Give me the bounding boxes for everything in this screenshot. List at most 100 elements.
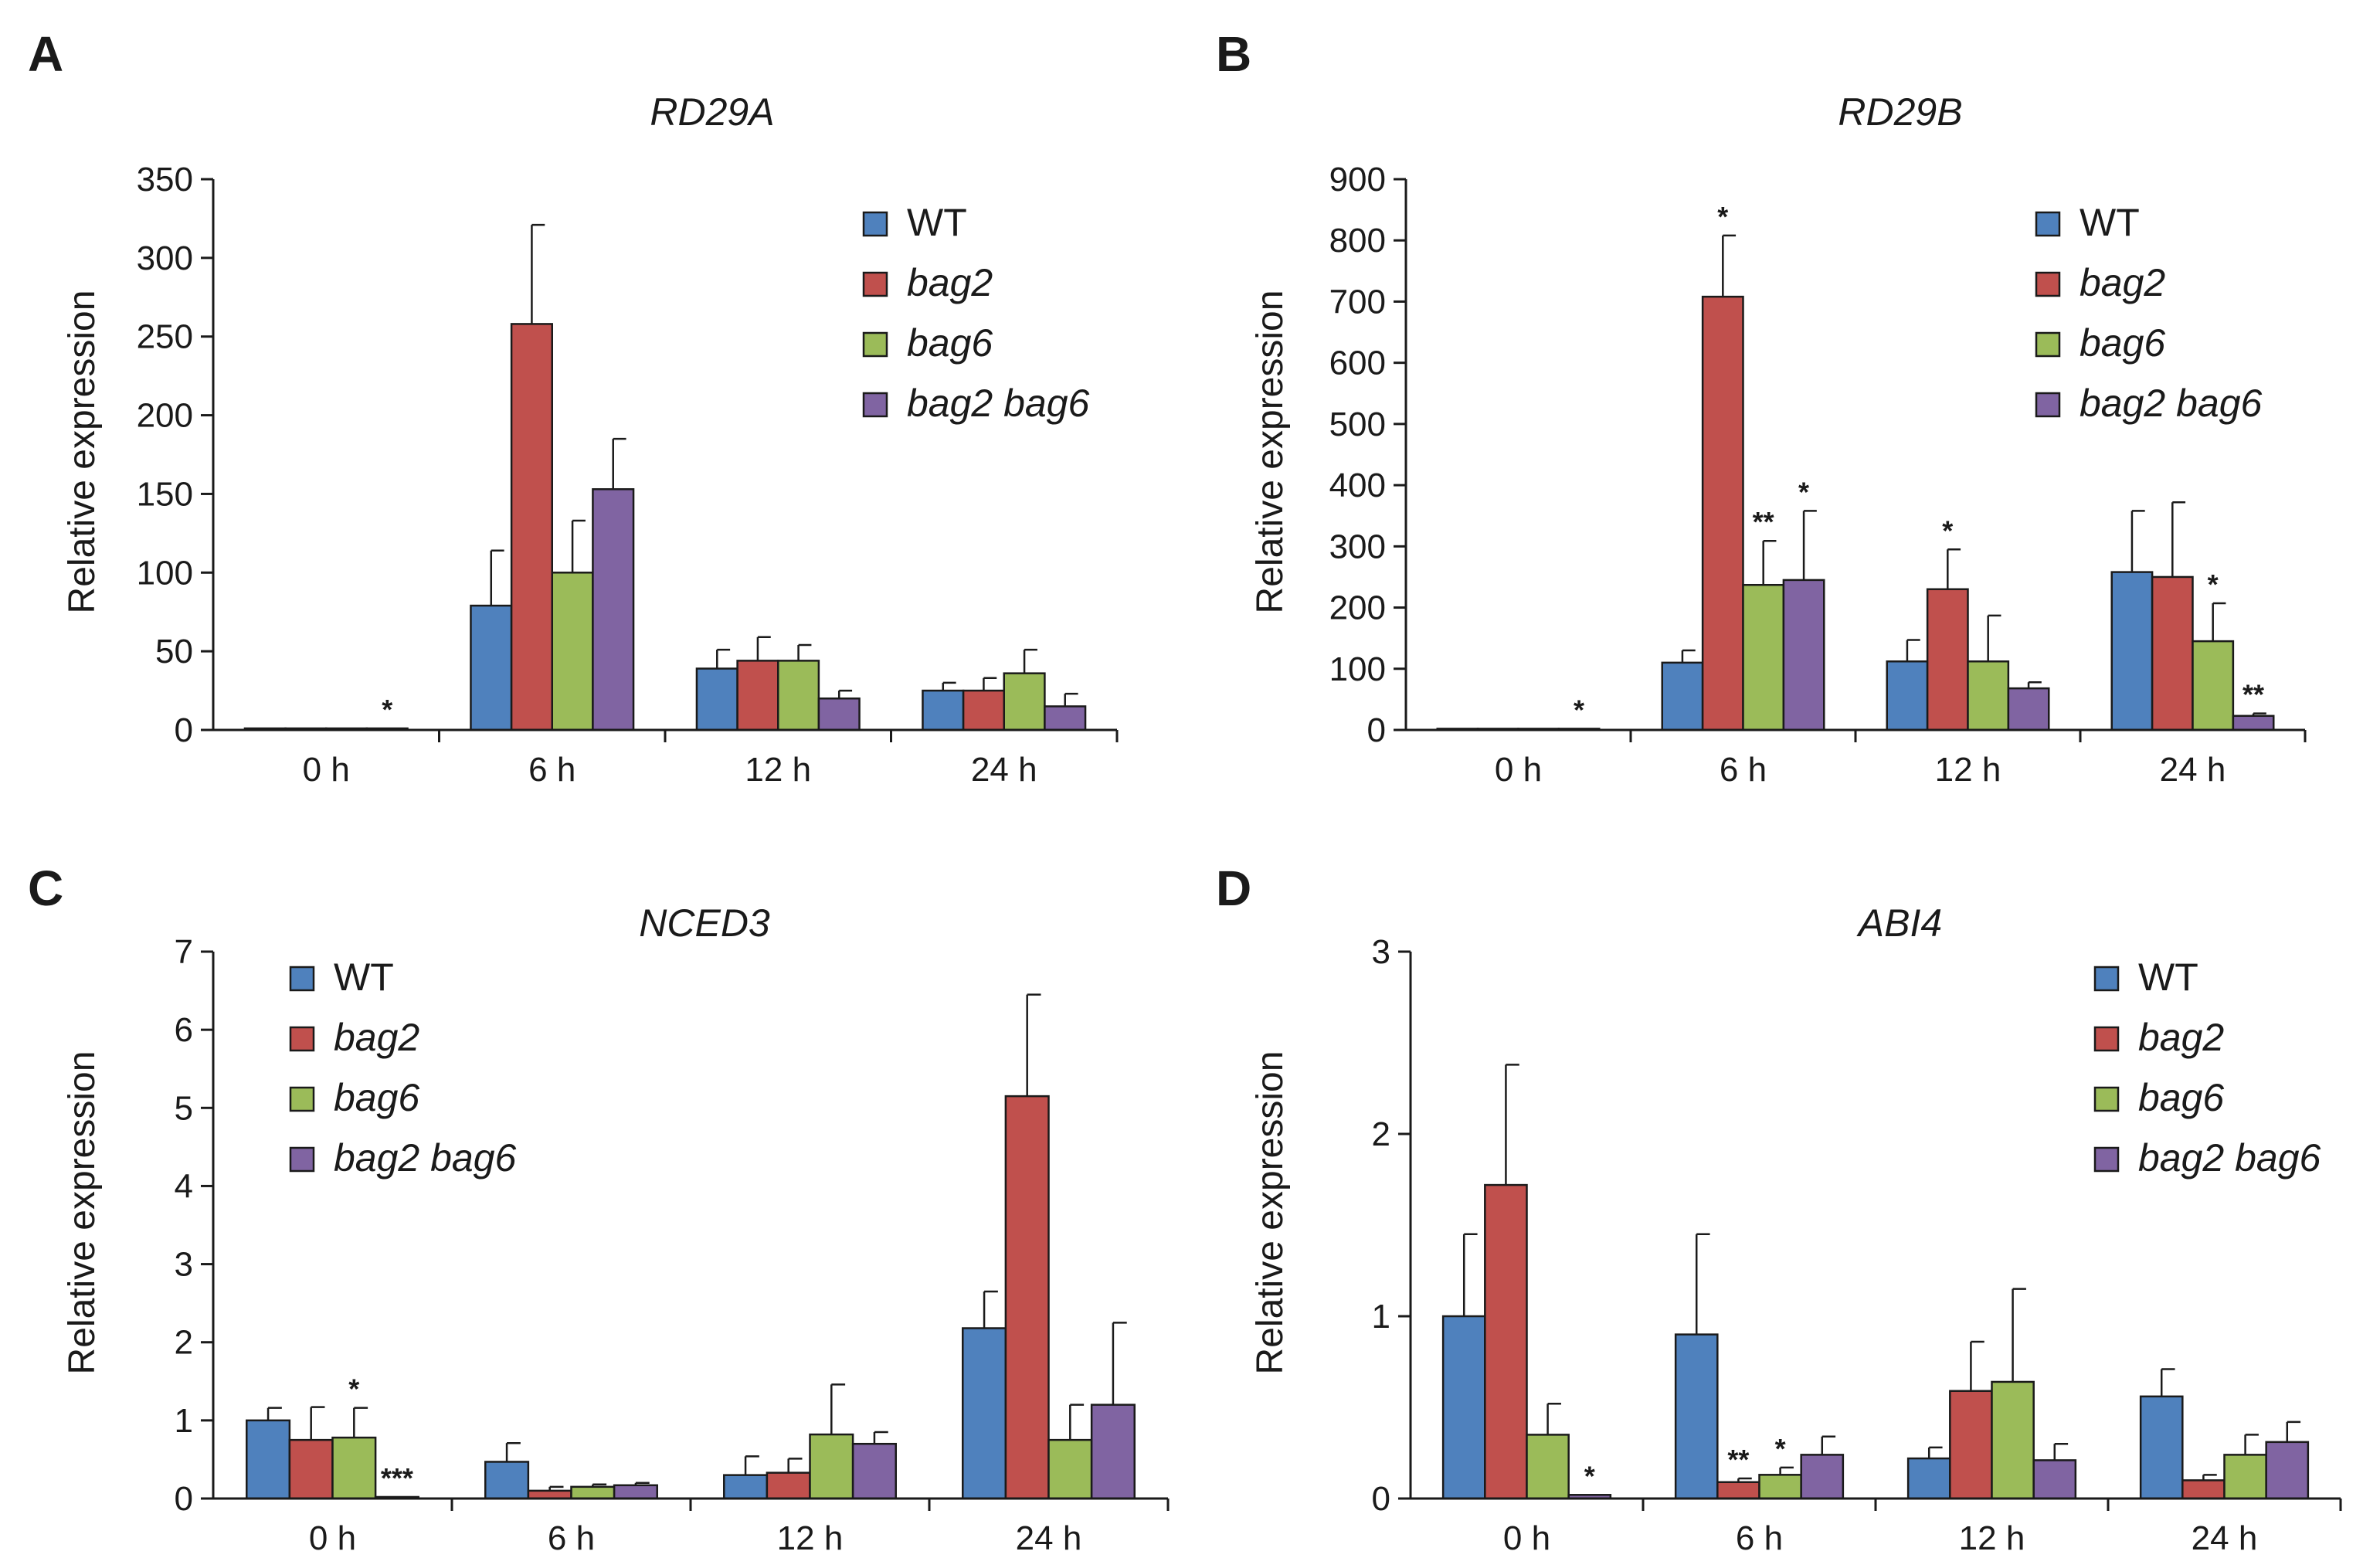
significance-mark-b: ** (1753, 506, 1774, 538)
y-tick-label-b: 800 (1329, 222, 1386, 260)
bar-a-bag2-2 (736, 660, 779, 731)
bar-b-bag6-3 (2192, 640, 2235, 731)
legend-swatch-c-bag2 (289, 1026, 315, 1052)
bar-b-wt-1 (1661, 661, 1704, 731)
y-tick-label-a: 350 (137, 161, 193, 199)
y-tick-label-b: 0 (1367, 711, 1386, 749)
x-tick-label-b: 12 h (1935, 751, 2001, 789)
bar-b-wt-2 (1886, 660, 1929, 731)
legend-swatch-d-bag2-bag6 (2093, 1146, 2120, 1173)
panel-a: A RD29A Relative expression 0 50 100 150 200… (28, 26, 1119, 789)
y-tick-label-c: 7 (175, 933, 193, 971)
legend-c: WT bag2 bag6 bag2 bag6 (289, 956, 517, 1180)
y-tick-label-b: 100 (1329, 650, 1386, 688)
bar-c-bag2-bag6-3 (1090, 1404, 1136, 1500)
panel-letter-b: B (1216, 26, 1251, 82)
bar-d-bag2-2 (1949, 1390, 1993, 1500)
chart-title-b: RD29B (1838, 90, 1962, 134)
legend-label-a-bag2-bag6: bag2 bag6 (907, 382, 1090, 425)
y-tick-label-a: 200 (137, 397, 193, 435)
bar-d-wt-3 (2139, 1395, 2184, 1500)
y-tick-label-b: 600 (1329, 345, 1386, 382)
panel-d: D ABI4 Relative expression 0 1 2 3 0 h 6 h 12 … (1216, 860, 2342, 1557)
bar-c-bag2-bag6-1 (613, 1484, 658, 1500)
x-tick-label-c: 6 h (548, 1519, 595, 1557)
significance-mark-c: * (348, 1373, 359, 1405)
legend-label-d-bag2-bag6: bag2 bag6 (2138, 1136, 2321, 1180)
bar-c-wt-0 (246, 1419, 291, 1500)
legend-label-d-bag2: bag2 (2138, 1016, 2224, 1059)
bar-b-bag6-1 (1742, 583, 1785, 731)
bar-b-bag6-2 (1967, 660, 2010, 731)
legend-swatch-b-bag6 (2035, 331, 2061, 358)
bar-c-bag6-3 (1047, 1438, 1093, 1500)
x-tick-label-c: 12 h (777, 1519, 844, 1557)
bar-a-bag6-3 (1003, 672, 1046, 731)
significance-mark-b: * (2208, 569, 2219, 600)
y-tick-label-a: 250 (137, 318, 193, 356)
y-tick-label-c: 6 (175, 1011, 193, 1049)
panel-b: B RD29B Relative expression 0 100 200 300 40… (1216, 26, 2307, 789)
legend-swatch-a-bag2-bag6 (862, 392, 888, 418)
bar-c-bag2-3 (1004, 1095, 1050, 1500)
bar-a-wt-3 (922, 689, 965, 731)
legend-label-b-bag2-bag6: bag2 bag6 (2080, 382, 2263, 425)
y-tick-label-a: 50 (155, 633, 193, 670)
bar-c-bag2-0 (288, 1438, 334, 1500)
plot-area-a: 0 50 100 150 200 250 300 350 0 h 6 h 12 h 24 h * WT ba… (137, 161, 1119, 789)
bar-a-bag2-1 (510, 323, 553, 731)
significance-mark-a: * (382, 694, 392, 725)
bar-c-bag6-0 (331, 1436, 377, 1500)
legend-swatch-b-wt (2035, 211, 2061, 237)
legend-swatch-b-bag2 (2035, 271, 2061, 297)
legend-label-b-bag2: bag2 (2080, 261, 2165, 304)
legend-label-c-bag2-bag6: bag2 bag6 (334, 1136, 517, 1180)
y-tick-label-b: 900 (1329, 161, 1386, 199)
bar-b-wt-3 (2110, 571, 2154, 731)
panel-c: C NCED3 Relative expression 0 1 2 3 4 5 6 7 0 h 6… (28, 860, 1170, 1557)
bar-d-wt-0 (1441, 1315, 1486, 1500)
bar-b-bag2-3 (2151, 575, 2194, 731)
x-tick-label-b: 0 h (1495, 751, 1542, 789)
x-tick-label-a: 12 h (745, 751, 811, 789)
legend-label-a-bag6: bag6 (907, 321, 993, 365)
legend-a: WT bag2 bag6 bag2 bag6 (862, 201, 1090, 425)
bar-d-bag2-bag6-3 (2265, 1441, 2310, 1500)
bar-c-bag2-2 (766, 1471, 811, 1500)
legend-d: WT bag2 bag6 bag2 bag6 (2093, 956, 2321, 1180)
legend-label-c-wt: WT (334, 956, 394, 999)
legend-label-a-wt: WT (907, 201, 967, 244)
y-tick-label-b: 300 (1329, 528, 1386, 565)
legend-swatch-a-wt (862, 211, 888, 237)
legend-swatch-c-bag6 (289, 1086, 315, 1112)
significance-mark-b: * (1942, 514, 1953, 546)
y-tick-label-a: 0 (175, 711, 193, 749)
panel-letter-a: A (28, 26, 63, 82)
y-tick-label-b: 700 (1329, 283, 1386, 321)
bar-a-wt-2 (695, 667, 738, 731)
bar-c-bag6-2 (809, 1433, 854, 1500)
y-tick-label-c: 0 (175, 1480, 193, 1518)
legend-label-c-bag2: bag2 (334, 1016, 419, 1059)
legend-swatch-a-bag2 (862, 271, 888, 297)
significance-mark-b: * (1798, 476, 1809, 507)
bar-c-wt-3 (962, 1327, 1007, 1500)
y-tick-label-b: 200 (1329, 589, 1386, 627)
y-tick-label-a: 300 (137, 239, 193, 277)
legend-swatch-d-bag6 (2093, 1086, 2120, 1112)
significance-mark-d: * (1775, 1433, 1786, 1465)
y-tick-label-d: 1 (1372, 1298, 1390, 1336)
x-tick-label-b: 6 h (1720, 751, 1767, 789)
x-tick-label-c: 0 h (309, 1519, 356, 1557)
bar-c-bag6-1 (570, 1485, 616, 1500)
legend-swatch-b-bag2-bag6 (2035, 392, 2061, 418)
y-tick-label-c: 1 (175, 1402, 193, 1440)
significance-mark-c: *** (381, 1462, 413, 1494)
legend-swatch-d-bag2 (2093, 1026, 2120, 1052)
bar-a-bag2-3 (962, 689, 1005, 731)
y-tick-label-d: 2 (1372, 1115, 1390, 1153)
bar-d-wt-1 (1674, 1333, 1719, 1500)
y-tick-label-b: 500 (1329, 406, 1386, 443)
